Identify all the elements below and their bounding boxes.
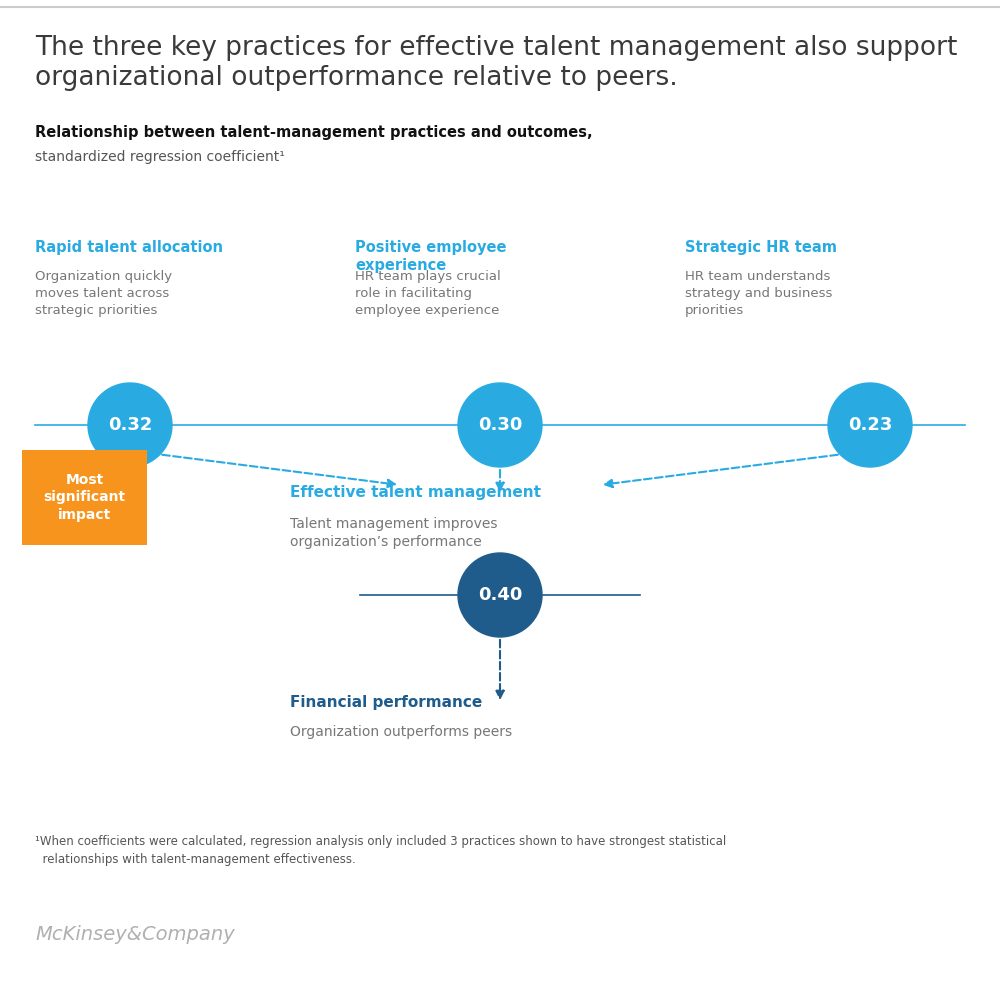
FancyBboxPatch shape bbox=[22, 450, 147, 545]
Text: Financial performance: Financial performance bbox=[290, 695, 482, 710]
Circle shape bbox=[88, 383, 172, 467]
Text: HR team understands
strategy and business
priorities: HR team understands strategy and busines… bbox=[685, 270, 832, 317]
Text: Organization outperforms peers: Organization outperforms peers bbox=[290, 725, 512, 739]
Text: The three key practices for effective talent management also support: The three key practices for effective ta… bbox=[35, 35, 957, 61]
Circle shape bbox=[828, 383, 912, 467]
Text: 0.40: 0.40 bbox=[478, 586, 522, 604]
Text: Positive employee
experience: Positive employee experience bbox=[355, 240, 507, 273]
Text: Rapid talent allocation: Rapid talent allocation bbox=[35, 240, 223, 255]
Text: Talent management improves
organization’s performance: Talent management improves organization’… bbox=[290, 517, 498, 549]
Text: Relationship between talent-management practices and outcomes,: Relationship between talent-management p… bbox=[35, 125, 593, 140]
Text: McKinsey&Company: McKinsey&Company bbox=[35, 925, 235, 944]
Text: 0.32: 0.32 bbox=[108, 416, 152, 434]
Text: HR team plays crucial
role in facilitating
employee experience: HR team plays crucial role in facilitati… bbox=[355, 270, 501, 317]
Circle shape bbox=[458, 553, 542, 637]
Text: Effective talent management: Effective talent management bbox=[290, 485, 541, 500]
Text: standardized regression coefficient¹: standardized regression coefficient¹ bbox=[35, 150, 285, 164]
Text: organizational outperformance relative to peers.: organizational outperformance relative t… bbox=[35, 65, 678, 91]
Text: 0.23: 0.23 bbox=[848, 416, 892, 434]
Text: Strategic HR team: Strategic HR team bbox=[685, 240, 837, 255]
Text: ¹When coefficients were calculated, regression analysis only included 3 practice: ¹When coefficients were calculated, regr… bbox=[35, 835, 726, 865]
Text: 0.30: 0.30 bbox=[478, 416, 522, 434]
Text: Most
significant
impact: Most significant impact bbox=[43, 473, 126, 522]
Text: Organization quickly
moves talent across
strategic priorities: Organization quickly moves talent across… bbox=[35, 270, 172, 317]
Circle shape bbox=[458, 383, 542, 467]
